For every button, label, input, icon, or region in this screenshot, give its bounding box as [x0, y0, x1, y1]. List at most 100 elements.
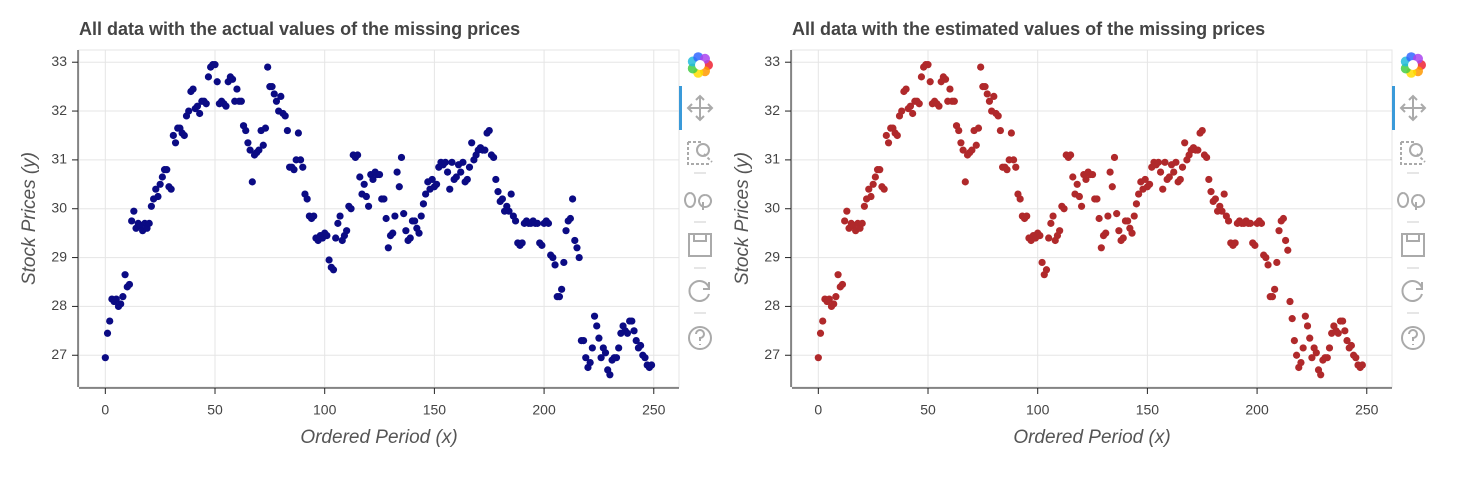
- data-point: [865, 185, 873, 193]
- data-point: [1203, 153, 1211, 162]
- help-tool[interactable]: [695, 329, 705, 345]
- data-point: [1130, 212, 1138, 220]
- data-point: [310, 212, 318, 220]
- x-tick-label: 150: [423, 402, 447, 418]
- save-tool[interactable]: [693, 234, 707, 242]
- x-tick-label: 200: [1245, 402, 1269, 418]
- x-tick-label: 0: [814, 402, 822, 418]
- data-point: [406, 234, 414, 242]
- data-point: [393, 168, 401, 176]
- data-point: [612, 354, 621, 362]
- save-tool[interactable]: [1401, 233, 1425, 257]
- data-point: [1012, 163, 1020, 171]
- data-point: [1165, 173, 1173, 181]
- box-zoom-tool[interactable]: [696, 143, 710, 157]
- data-point: [1110, 153, 1119, 162]
- data-point: [211, 61, 219, 69]
- data-point: [641, 354, 649, 362]
- box-zoom-tool[interactable]: [1409, 143, 1423, 157]
- data-point: [898, 107, 906, 115]
- data-point: [329, 266, 338, 274]
- plot-frame: [791, 49, 1393, 388]
- data-point: [259, 141, 267, 149]
- data-point: [1172, 158, 1180, 166]
- data-point: [1273, 258, 1281, 267]
- data-point: [858, 219, 866, 227]
- data-point: [1038, 258, 1046, 267]
- data-point: [1352, 354, 1360, 362]
- data-point: [419, 200, 428, 208]
- data-point: [432, 180, 441, 188]
- y-tick-label: 30: [764, 199, 780, 215]
- data-point: [389, 229, 397, 237]
- x-tick-label: 100: [313, 402, 337, 418]
- data-point: [630, 327, 638, 335]
- data-point: [601, 349, 610, 357]
- data-point: [1275, 227, 1283, 235]
- wheel-zoom-tool[interactable]: [684, 192, 713, 210]
- data-point: [204, 73, 213, 81]
- chart-title: All data with the actual values of the m…: [79, 19, 520, 39]
- data-point: [1306, 334, 1314, 342]
- data-point: [375, 170, 384, 179]
- data-point: [558, 285, 566, 293]
- data-point: [1060, 205, 1068, 213]
- data-point: [867, 192, 875, 201]
- data-point: [347, 205, 355, 213]
- data-point: [1262, 253, 1270, 262]
- data-point: [968, 146, 976, 154]
- data-point: [1161, 158, 1169, 166]
- data-point: [573, 244, 581, 252]
- data-point: [303, 195, 311, 203]
- x-axis-label: Ordered Period (x): [1013, 427, 1170, 448]
- data-point: [1246, 219, 1255, 227]
- help-tool[interactable]: [1401, 326, 1425, 350]
- data-point: [882, 131, 890, 140]
- data-point: [1036, 231, 1044, 240]
- reset-tool[interactable]: [1401, 280, 1423, 302]
- data-point: [193, 102, 202, 110]
- data-point: [834, 271, 842, 279]
- data-point: [1299, 344, 1307, 352]
- data-point: [1119, 234, 1127, 242]
- data-point: [1308, 354, 1316, 362]
- data-point: [397, 153, 406, 162]
- data-point: [417, 212, 425, 220]
- y-axis-label: Stock Prices (y): [732, 152, 753, 285]
- data-point: [130, 207, 138, 215]
- data-point: [1132, 200, 1141, 208]
- data-point: [957, 139, 965, 147]
- data-point: [628, 317, 636, 325]
- data-point: [597, 354, 605, 362]
- data-point: [1341, 327, 1349, 335]
- help-tool[interactable]: [1408, 329, 1418, 345]
- data-point: [871, 173, 879, 181]
- data-point: [391, 212, 399, 220]
- help-tool[interactable]: [688, 326, 712, 350]
- data-point: [816, 329, 825, 337]
- y-tick-label: 28: [764, 297, 780, 313]
- data-point: [551, 261, 559, 269]
- data-point: [507, 190, 515, 198]
- save-tool[interactable]: [1406, 234, 1420, 242]
- x-tick-label: 50: [920, 402, 936, 418]
- data-point: [549, 253, 557, 262]
- data-point: [492, 175, 500, 184]
- wheel-zoom-tool[interactable]: [1397, 192, 1426, 210]
- data-point: [1176, 175, 1184, 184]
- data-point: [1156, 168, 1165, 176]
- data-point: [332, 234, 340, 242]
- pan-tool[interactable]: [686, 94, 714, 122]
- data-point: [411, 217, 419, 225]
- data-point: [362, 192, 370, 201]
- data-point: [981, 83, 989, 91]
- data-point: [465, 163, 474, 171]
- save-tool[interactable]: [688, 233, 712, 257]
- y-tick-label: 27: [764, 346, 780, 362]
- data-point: [1003, 166, 1011, 174]
- data-point: [1194, 146, 1202, 154]
- pan-tool[interactable]: [1399, 94, 1427, 122]
- reset-tool[interactable]: [688, 280, 710, 302]
- data-point: [270, 90, 278, 98]
- data-point: [1106, 168, 1114, 176]
